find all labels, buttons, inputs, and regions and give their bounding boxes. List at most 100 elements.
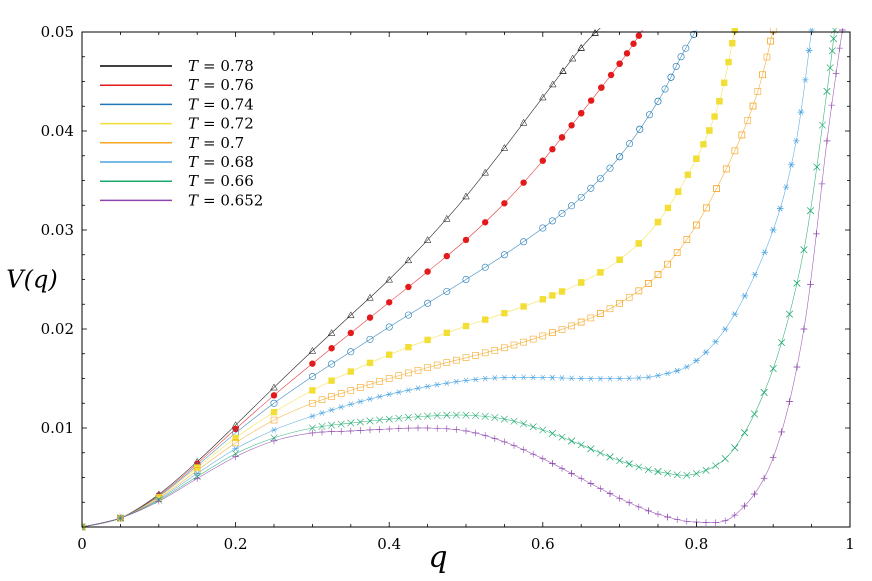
data-point: [481, 263, 489, 271]
data-point: [501, 200, 508, 207]
data-point: [577, 44, 585, 51]
data-point: [443, 425, 451, 433]
y-tick-label: 0.03: [41, 221, 74, 239]
data-point: [318, 410, 326, 416]
data-point: [664, 370, 671, 377]
data-point: [462, 192, 470, 200]
data-point: [548, 217, 556, 225]
data-point: [405, 283, 412, 291]
data-point: [677, 53, 685, 61]
data-point: [625, 375, 633, 382]
data-point: [328, 421, 336, 429]
data-point: [597, 375, 604, 382]
data-point: [626, 140, 634, 148]
data-point: [800, 246, 808, 254]
data-point: [405, 424, 412, 432]
series-markers: [82, 28, 738, 531]
data-point: [635, 240, 642, 247]
data-point: [337, 390, 345, 397]
data-point: [654, 372, 662, 379]
data-point: [760, 388, 768, 396]
data-point: [683, 471, 691, 479]
data-point: [357, 427, 364, 434]
data-point: [443, 252, 450, 260]
data-point: [318, 396, 326, 404]
data-point: [606, 490, 614, 497]
legend-label: T = 0.74: [188, 95, 254, 113]
data-point: [664, 204, 672, 212]
data-point: [654, 510, 662, 518]
data-point: [155, 497, 163, 505]
data-point: [606, 164, 614, 172]
data-point: [481, 412, 489, 420]
data-point: [443, 329, 450, 337]
data-point: [769, 454, 777, 461]
data-point: [328, 407, 335, 413]
data-point: [424, 364, 431, 371]
data-point: [529, 450, 537, 458]
data-point: [636, 125, 644, 133]
data-point: [405, 369, 412, 377]
data-point: [481, 375, 489, 382]
data-point: [744, 116, 752, 124]
data-point: [539, 426, 547, 434]
data-point: [376, 416, 384, 424]
data-point: [578, 109, 585, 117]
data-point: [270, 437, 278, 445]
y-tick-label: 0.05: [41, 23, 74, 41]
data-point: [616, 60, 623, 67]
data-point: [539, 455, 547, 462]
data-point: [405, 343, 412, 351]
data-point: [539, 296, 546, 303]
data-point: [501, 344, 508, 352]
data-point: [510, 341, 518, 349]
legend-item: T = 0.72: [100, 115, 254, 133]
data-point: [587, 375, 595, 382]
data-point: [713, 185, 720, 192]
data-point: [433, 381, 441, 388]
data-point: [645, 280, 652, 287]
legend-label: T = 0.72: [188, 115, 254, 133]
series-line: [82, 29, 774, 528]
data-point: [645, 507, 652, 515]
data-point: [232, 439, 239, 447]
data-point: [587, 97, 595, 104]
data-point: [823, 137, 831, 145]
data-point: [778, 339, 786, 347]
data-point: [558, 326, 566, 333]
data-point: [606, 305, 614, 313]
data-point: [683, 236, 691, 243]
data-point: [828, 47, 836, 55]
data-point: [472, 429, 479, 437]
data-point: [769, 365, 777, 373]
data-point: [725, 58, 732, 66]
data-point: [453, 378, 460, 385]
data-point: [832, 70, 840, 78]
data-point: [385, 275, 393, 283]
data-point: [682, 44, 690, 52]
data-point: [193, 475, 201, 482]
data-point: [309, 360, 316, 367]
data-point: [654, 218, 662, 226]
data-point: [510, 374, 518, 381]
data-point: [786, 310, 794, 318]
data-point: [711, 113, 718, 120]
data-point: [270, 427, 278, 433]
data-point: [520, 238, 528, 246]
data-point: [558, 465, 566, 472]
data-point: [510, 442, 518, 449]
data-point: [759, 71, 766, 79]
data-point: [664, 260, 671, 268]
data-point: [318, 422, 326, 430]
data-point: [559, 67, 567, 74]
data-point: [462, 411, 470, 419]
data-point: [462, 236, 470, 244]
data-point: [414, 385, 422, 392]
data-point: [558, 134, 566, 141]
data-point: [635, 503, 643, 511]
data-point: [433, 361, 441, 369]
data-point: [366, 381, 374, 388]
data-point: [539, 157, 546, 164]
data-point: [347, 329, 354, 337]
data-point: [385, 425, 393, 433]
